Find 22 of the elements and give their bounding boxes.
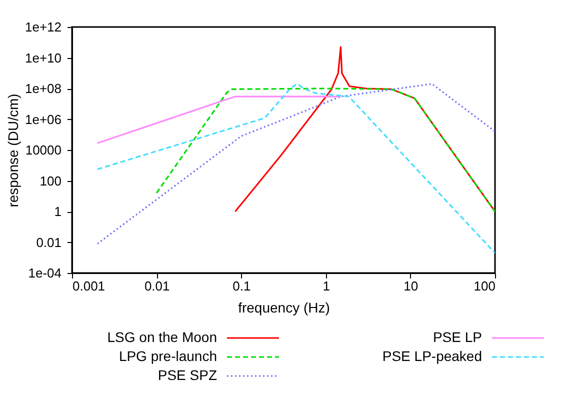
x-tick-label: 0.1 — [232, 278, 251, 294]
y-tick-label: 10000 — [25, 142, 62, 158]
y-tick-label: 1e+08 — [24, 81, 62, 96]
legend-label: LPG pre-launch — [118, 348, 217, 364]
x-tick-label: 1 — [322, 278, 330, 294]
y-tick-label: 1e+06 — [24, 112, 62, 127]
y-axis-title: response (DU/cm) — [4, 94, 21, 208]
x-tick-label: 0.001 — [72, 278, 106, 294]
legend-label: PSE LP — [432, 329, 482, 345]
y-tick-label: 1e+10 — [24, 50, 62, 66]
y-tick-label: 0.01 — [36, 234, 62, 250]
y-tick-label: 100 — [40, 173, 62, 188]
legend-label: PSE LP-peaked — [382, 348, 482, 364]
x-axis-title: frequency (Hz) — [238, 300, 330, 316]
y-tick-label: 1e+12 — [24, 20, 62, 34]
legend-label: PSE SPZ — [158, 367, 218, 383]
x-tick-label: 10 — [404, 278, 418, 294]
legend-label: LSG on the Moon — [107, 329, 217, 345]
y-tick-label: 1e-04 — [28, 266, 62, 280]
x-tick-label: 100 — [474, 278, 496, 294]
x-tick-label: 0.01 — [144, 278, 170, 294]
y-tick-label: 1 — [54, 204, 62, 219]
